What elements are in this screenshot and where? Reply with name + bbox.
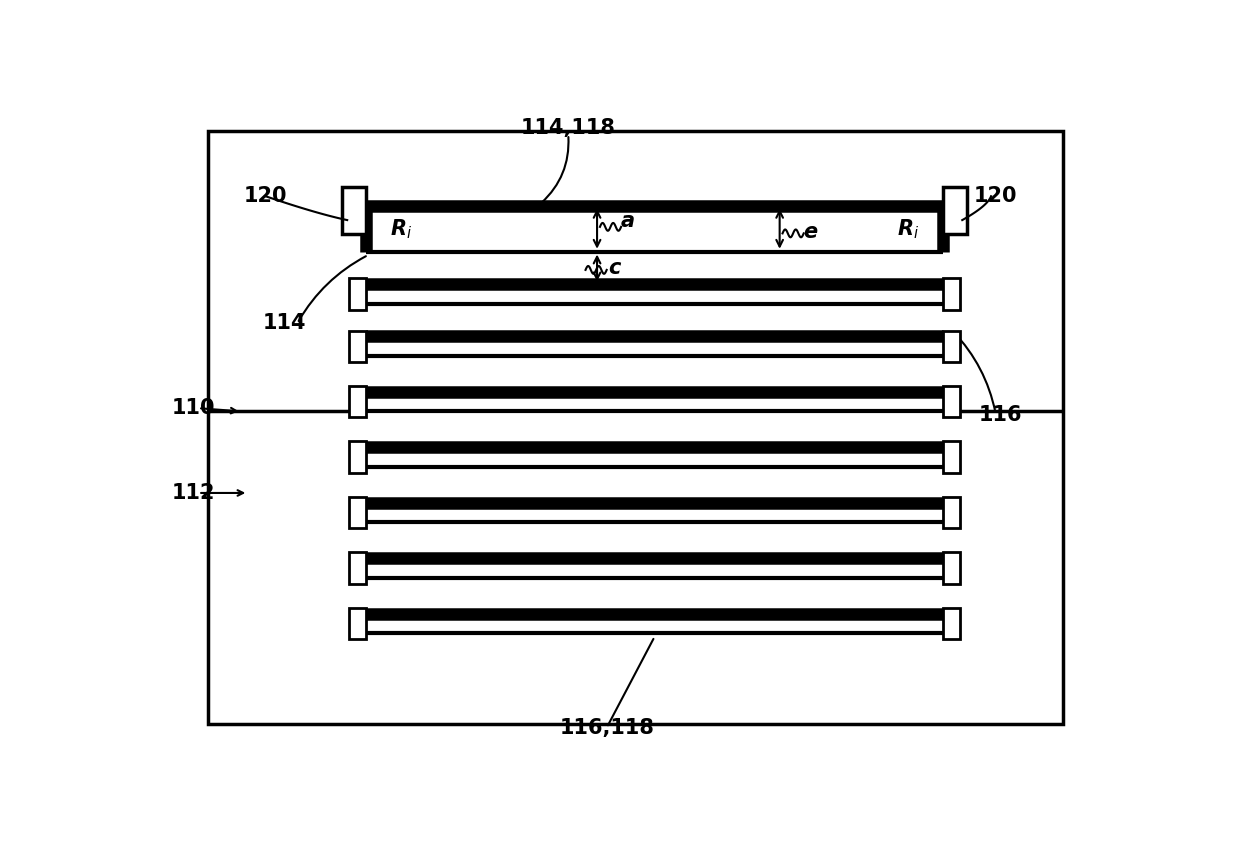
Bar (350, 497, 367, 529)
Bar (942, 330, 960, 362)
Text: R$_i$: R$_i$ (897, 217, 919, 241)
Bar (350, 330, 367, 362)
Bar (342, 187, 367, 234)
Text: 110: 110 (171, 398, 216, 418)
Text: a: a (621, 211, 635, 231)
Bar (350, 441, 367, 473)
Bar (942, 279, 960, 310)
Text: R$_i$: R$_i$ (391, 217, 413, 241)
Text: 114,118: 114,118 (521, 118, 616, 138)
Text: 116,118: 116,118 (559, 717, 655, 738)
Text: 112: 112 (171, 483, 216, 503)
Text: 116: 116 (978, 405, 1023, 424)
Text: 120: 120 (975, 186, 1018, 206)
Bar (350, 552, 367, 584)
Bar (350, 386, 367, 418)
Bar (942, 386, 960, 418)
Bar (942, 441, 960, 473)
Bar (350, 608, 367, 639)
Bar (208, 131, 1063, 724)
Bar (942, 608, 960, 639)
Bar (942, 187, 967, 234)
Bar (942, 497, 960, 529)
Text: 114: 114 (263, 313, 306, 334)
Bar (350, 279, 367, 310)
Text: c: c (609, 258, 621, 278)
Text: e: e (804, 222, 818, 242)
Bar (942, 552, 960, 584)
Text: 120: 120 (244, 186, 288, 206)
